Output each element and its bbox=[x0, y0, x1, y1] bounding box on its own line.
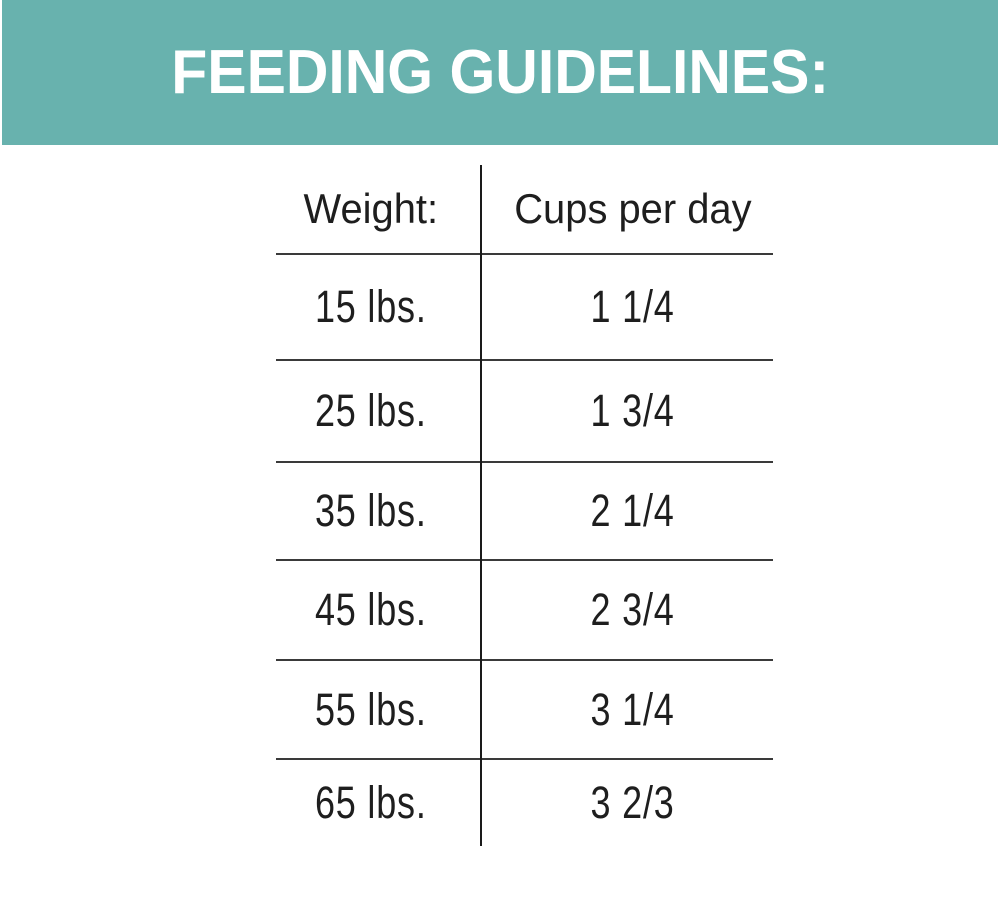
column-header-weight: Weight: bbox=[276, 165, 481, 253]
weight-value: 25 lbs. bbox=[314, 385, 427, 436]
weight-cell: 45 lbs. bbox=[276, 561, 481, 659]
table-header-row: Weight: Cups per day bbox=[276, 165, 773, 253]
table-row: 25 lbs. 1 3/4 bbox=[276, 359, 773, 461]
table-row: 15 lbs. 1 1/4 bbox=[276, 253, 773, 359]
table-row: 65 lbs. 3 2/3 bbox=[276, 758, 773, 846]
table-row: 45 lbs. 2 3/4 bbox=[276, 559, 773, 659]
column-header-cups-label: Cups per day bbox=[514, 185, 752, 232]
table-body: 15 lbs. 1 1/4 25 lbs. 1 3/4 35 lbs. 2 1/… bbox=[276, 253, 773, 846]
page-title: FEEDING GUIDELINES: bbox=[171, 38, 829, 107]
cups-cell: 2 1/4 bbox=[481, 463, 773, 559]
cups-value: 1 1/4 bbox=[590, 281, 676, 332]
cups-value: 1 3/4 bbox=[590, 385, 676, 436]
weight-cell: 35 lbs. bbox=[276, 463, 481, 559]
cups-value: 3 2/3 bbox=[590, 777, 676, 828]
column-header-cups: Cups per day bbox=[481, 165, 773, 253]
column-divider-line bbox=[480, 165, 482, 846]
weight-value: 65 lbs. bbox=[314, 777, 427, 828]
weight-cell: 15 lbs. bbox=[276, 255, 481, 359]
weight-value: 45 lbs. bbox=[314, 584, 427, 635]
table-row: 55 lbs. 3 1/4 bbox=[276, 659, 773, 758]
feeding-table: Weight: Cups per day 15 lbs. 1 1/4 25 lb… bbox=[276, 165, 773, 846]
table-row: 35 lbs. 2 1/4 bbox=[276, 461, 773, 559]
weight-cell: 65 lbs. bbox=[276, 760, 481, 846]
cups-cell: 1 1/4 bbox=[481, 255, 773, 359]
cups-value: 3 1/4 bbox=[590, 683, 676, 735]
title-banner: FEEDING GUIDELINES: bbox=[2, 0, 998, 145]
cups-cell: 3 2/3 bbox=[481, 760, 773, 846]
cups-cell: 2 3/4 bbox=[481, 561, 773, 659]
cups-value: 2 3/4 bbox=[590, 584, 676, 635]
weight-value: 15 lbs. bbox=[314, 281, 427, 332]
weight-cell: 55 lbs. bbox=[276, 661, 481, 758]
cups-value: 2 1/4 bbox=[590, 485, 676, 536]
weight-value: 55 lbs. bbox=[314, 683, 427, 735]
column-header-weight-label: Weight: bbox=[303, 185, 438, 232]
cups-cell: 1 3/4 bbox=[481, 361, 773, 461]
weight-value: 35 lbs. bbox=[314, 485, 427, 536]
weight-cell: 25 lbs. bbox=[276, 361, 481, 461]
cups-cell: 3 1/4 bbox=[481, 661, 773, 758]
